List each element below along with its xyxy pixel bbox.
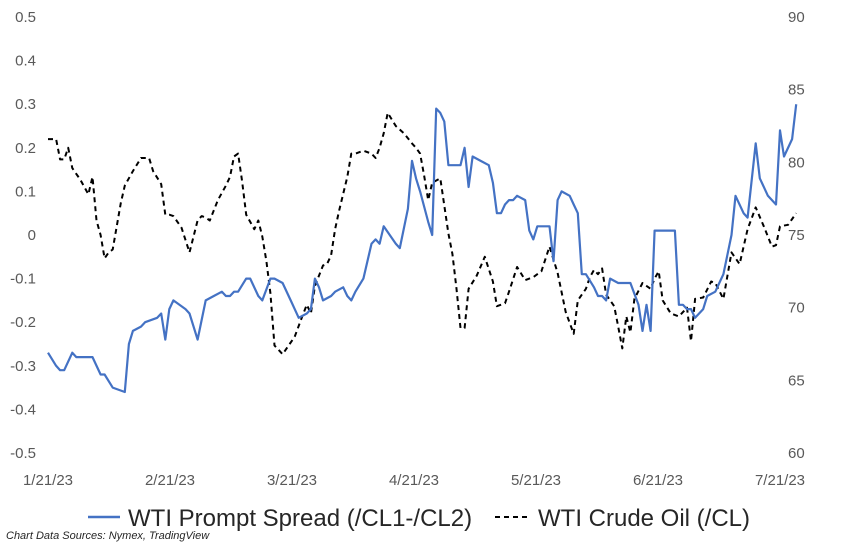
y-left-tick-label: 0.3 xyxy=(15,96,36,113)
x-tick-label: 4/21/23 xyxy=(389,472,439,489)
legend-label-crude: WTI Crude Oil (/CL) xyxy=(538,505,750,532)
x-tick-label: 5/21/23 xyxy=(511,472,561,489)
x-tick-label: 3/21/23 xyxy=(267,472,317,489)
x-tick-label: 7/21/23 xyxy=(755,472,805,489)
y-left-tick-label: -0.4 xyxy=(10,401,36,418)
series-line-crude-oil xyxy=(48,111,798,356)
source-note: Chart Data Sources: Nymex, TradingView xyxy=(6,530,210,542)
y-left-tick-label: -0.1 xyxy=(10,271,36,288)
y-left-tick-label: 0.1 xyxy=(15,183,36,200)
y-right-tick-label: 80 xyxy=(788,154,805,171)
y-right-tick-label: 70 xyxy=(788,300,805,317)
legend: WTI Prompt Spread (/CL1-/CL2) WTI Crude … xyxy=(88,505,750,532)
y-left-tick-label: 0.2 xyxy=(15,140,36,157)
y-left-tick-label: 0.4 xyxy=(15,53,36,70)
y-left-tick-label: -0.3 xyxy=(10,358,36,375)
y-left-tick-label: -0.5 xyxy=(10,445,36,462)
legend-label-spread: WTI Prompt Spread (/CL1-/CL2) xyxy=(128,505,472,532)
x-tick-label: 6/21/23 xyxy=(633,472,683,489)
x-tick-label: 1/21/23 xyxy=(23,472,73,489)
y-right-tick-label: 60 xyxy=(788,445,805,462)
series-line-prompt-spread xyxy=(47,104,798,394)
x-tick-label: 2/21/23 xyxy=(145,472,195,489)
y-right-tick-label: 90 xyxy=(788,9,805,26)
y-left-tick-label: 0 xyxy=(28,227,36,244)
y-left-tick-label: -0.2 xyxy=(10,314,36,331)
y-right-tick-label: 75 xyxy=(788,227,805,244)
y-right-tick-label: 85 xyxy=(788,82,805,99)
y-left-tick-label: 0.5 xyxy=(15,9,36,26)
y-right-tick-label: 65 xyxy=(788,372,805,389)
